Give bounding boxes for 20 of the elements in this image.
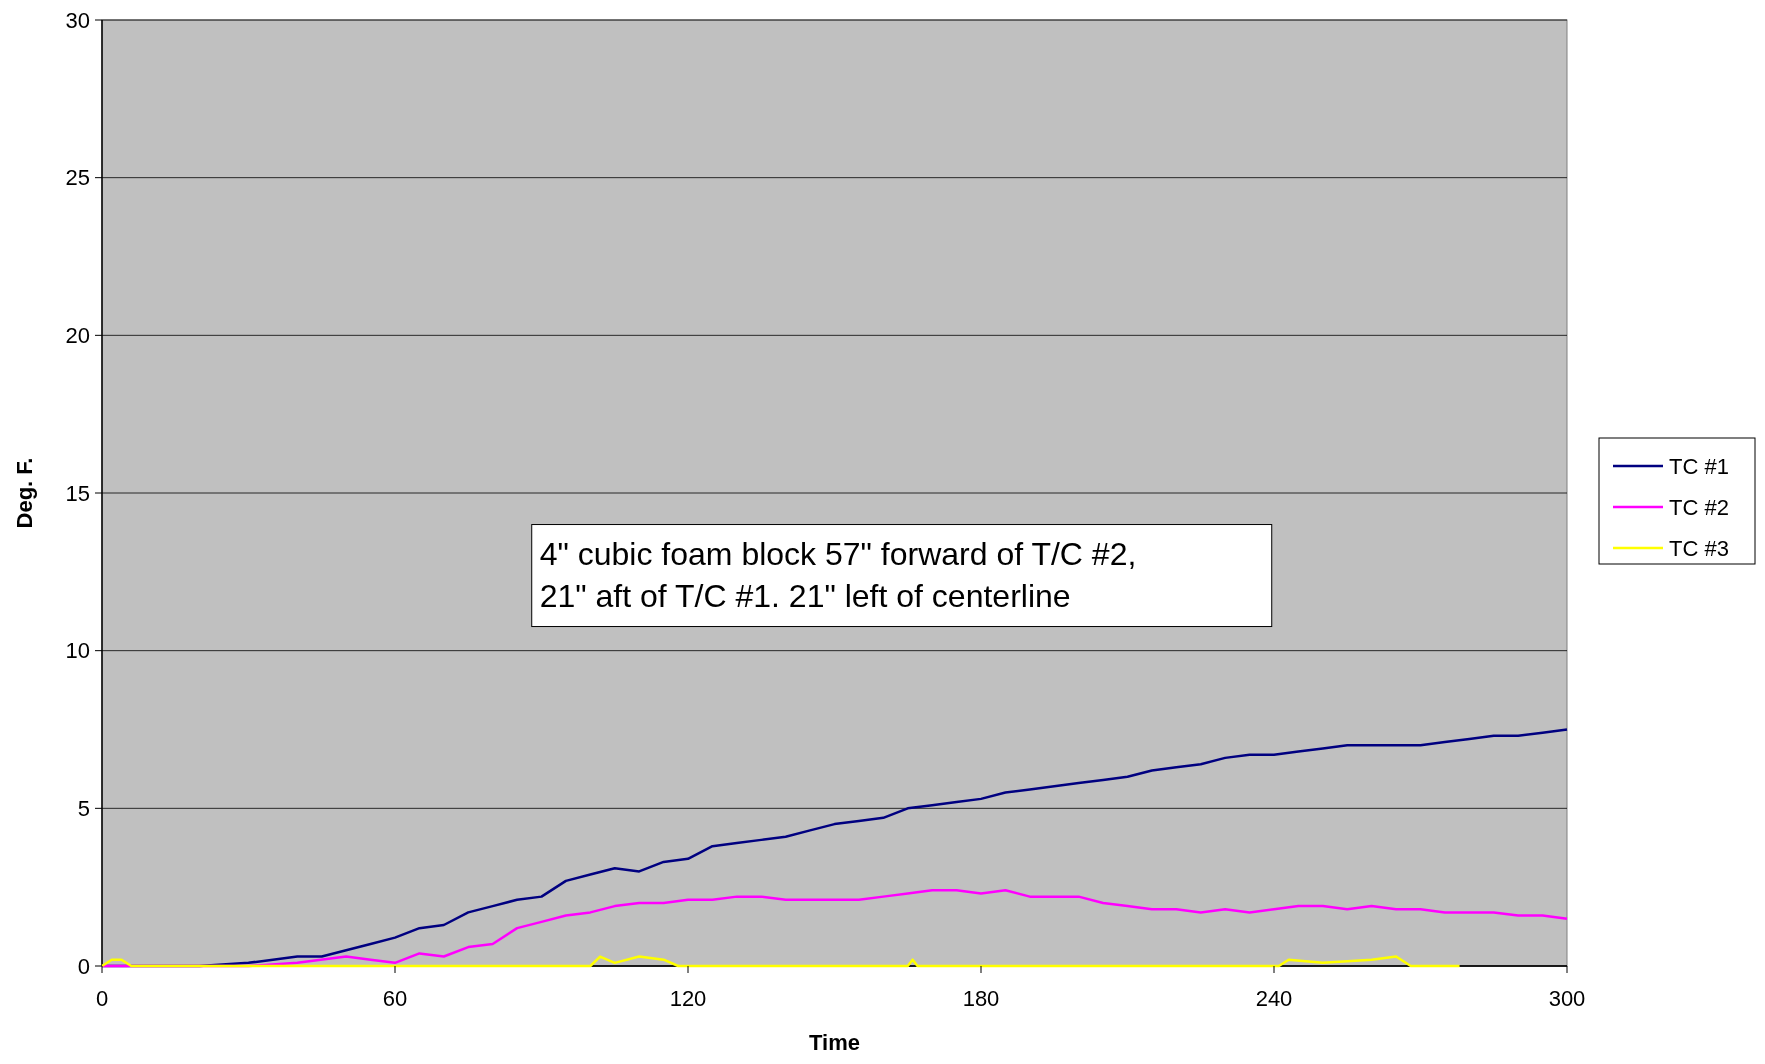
y-tick-label: 20 — [65, 323, 90, 349]
x-tick-label: 240 — [1255, 986, 1293, 1011]
x-tick-label: 0 — [95, 986, 109, 1011]
x-tick-label: 300 — [1548, 986, 1586, 1011]
y-tick-label: 0 — [77, 953, 90, 979]
y-tick-label: 15 — [65, 480, 90, 506]
x-tick-label: 120 — [669, 986, 707, 1011]
x-axis-title: Time — [809, 1030, 860, 1055]
y-tick-label: 30 — [65, 7, 90, 33]
legend-label: TC #3 — [1669, 535, 1729, 561]
y-tick-label: 25 — [65, 165, 90, 191]
annotation: 4" cubic foam block 57" forward of T/C #2, 21" aft of T/C #1. 21" left of centerline — [539, 535, 1137, 614]
y-axis-title: Deg. F. — [12, 457, 37, 529]
y-tick-label: 10 — [65, 638, 90, 664]
legend-label: TC #2 — [1669, 494, 1729, 520]
x-tick-label: 180 — [962, 986, 1000, 1011]
line-series — [100, 955, 1461, 968]
y-tick-label: 5 — [77, 796, 90, 822]
x-tick-label: 60 — [382, 986, 408, 1011]
legend-label: TC #1 — [1669, 453, 1729, 479]
